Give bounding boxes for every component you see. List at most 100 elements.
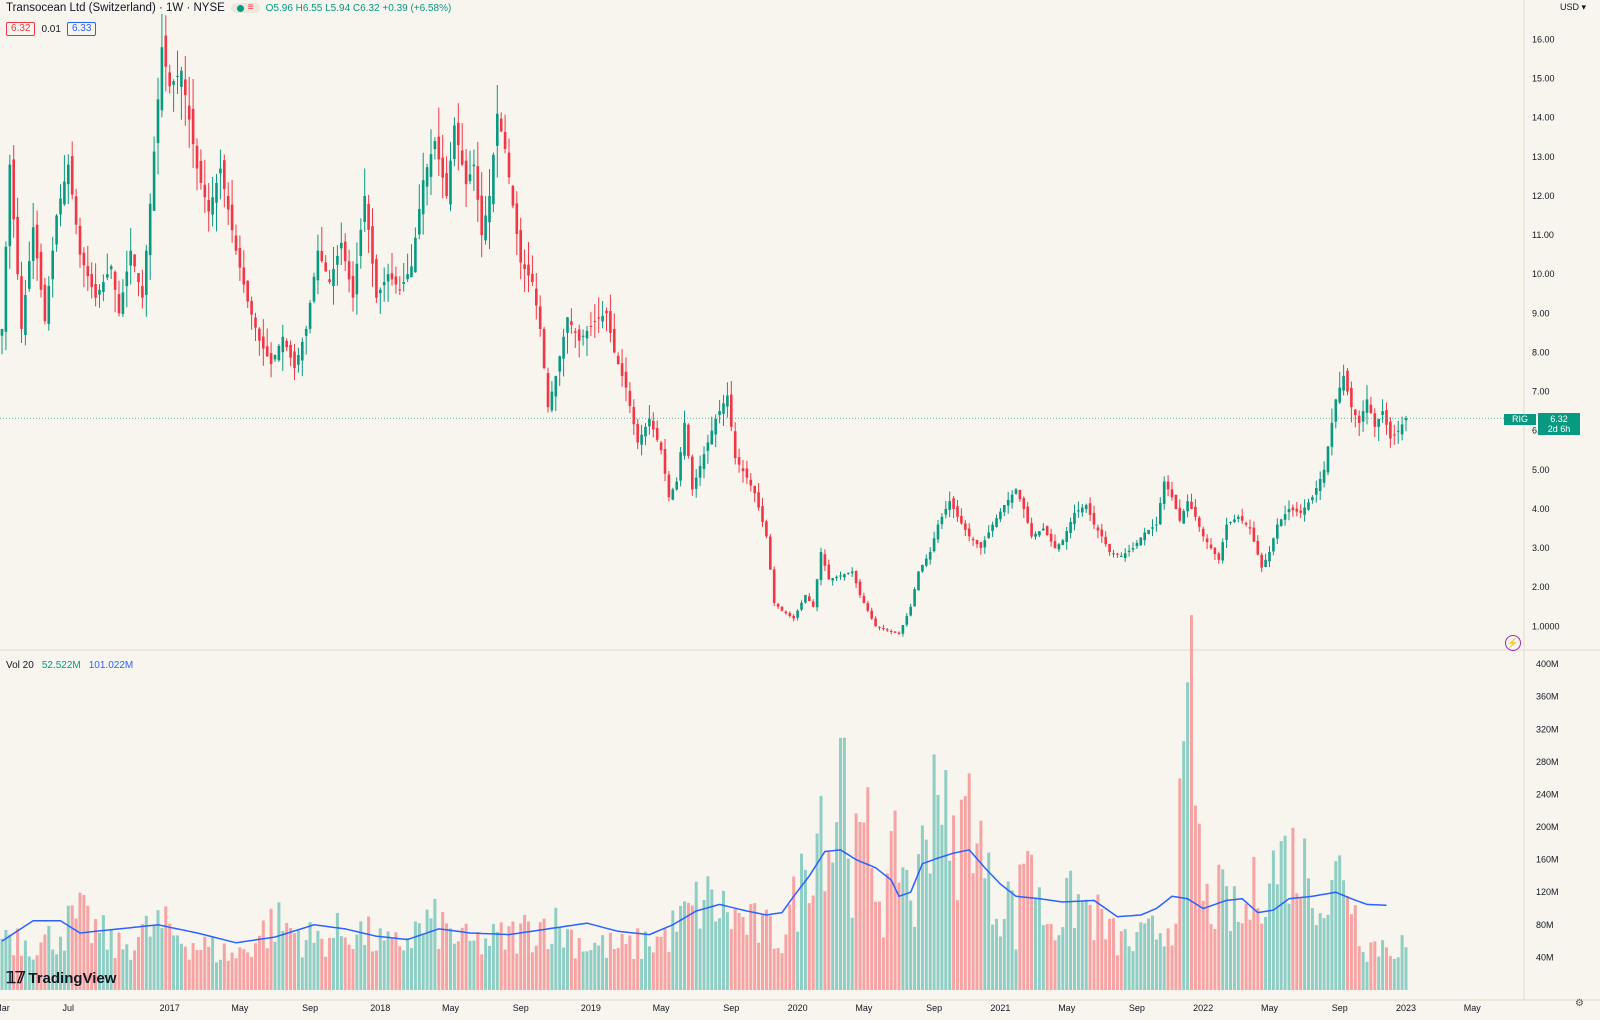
volume-bar xyxy=(1388,956,1392,990)
candle-body xyxy=(589,325,593,327)
candle-body xyxy=(238,247,242,268)
symbol-legend[interactable]: Transocean Ltd (Switzerland) · 1W · NYSE… xyxy=(6,2,451,14)
candle-body xyxy=(753,485,756,494)
candle-body xyxy=(628,390,632,406)
settings-gear-icon[interactable]: ⚙ xyxy=(1575,998,1584,1009)
volume-bar xyxy=(534,945,538,990)
candle-body xyxy=(893,631,897,633)
bid-price[interactable]: 6.32 xyxy=(6,22,36,36)
volume-bar xyxy=(363,944,367,990)
volume-bar xyxy=(807,903,811,990)
candle-body xyxy=(1365,399,1369,413)
candle-body xyxy=(94,284,97,298)
volume-bar xyxy=(199,950,203,990)
volume-bar xyxy=(1014,949,1018,990)
volume-bar xyxy=(172,935,176,990)
candle-body xyxy=(1112,553,1115,555)
candle-body xyxy=(480,195,483,236)
volume-tick-label: 240M xyxy=(1536,789,1559,799)
candle-body xyxy=(191,108,195,145)
volume-bar xyxy=(1119,931,1123,990)
volume-bar xyxy=(593,942,597,990)
volume-bar xyxy=(1299,897,1303,990)
volume-bar xyxy=(86,905,90,990)
volume-bar xyxy=(218,959,222,990)
volume-bar xyxy=(464,923,468,990)
time-tick-label: Mar xyxy=(0,1003,10,1013)
candle-body xyxy=(679,452,682,481)
volume-bar xyxy=(1338,855,1342,990)
ask-price[interactable]: 6.33 xyxy=(66,22,97,36)
last-price: 6.32 xyxy=(1550,414,1568,424)
candle-body xyxy=(1268,552,1271,562)
legend-controls[interactable]: ≡ xyxy=(230,2,260,13)
candle-body xyxy=(421,180,425,215)
volume-bar xyxy=(1326,914,1330,990)
candle-body xyxy=(1326,446,1330,473)
candle-body xyxy=(1170,489,1174,498)
volume-bar xyxy=(585,951,589,990)
candle-body xyxy=(1272,538,1275,552)
volume-bar xyxy=(577,937,581,990)
candle-body xyxy=(878,626,881,628)
volume-bar xyxy=(558,927,562,990)
volume-bar xyxy=(690,905,694,990)
candle-body xyxy=(1377,418,1380,427)
volume-bar xyxy=(66,905,70,990)
candle-body xyxy=(991,524,994,532)
candle-body xyxy=(535,288,538,306)
candle-body xyxy=(117,294,121,314)
tradingview-logo[interactable]: 𝟙𝟟 TradingView xyxy=(6,968,116,988)
candle-body xyxy=(956,506,959,517)
candle-body xyxy=(273,355,277,360)
time-tick-label: 2020 xyxy=(788,1003,808,1013)
currency-selector[interactable]: USD ▾ xyxy=(1559,2,1586,12)
candle-body xyxy=(659,442,663,451)
volume-bar xyxy=(928,873,932,990)
candle-body xyxy=(1303,507,1306,515)
volume-bar xyxy=(1190,615,1193,990)
candle-body xyxy=(866,603,870,611)
volume-bar xyxy=(663,928,667,990)
price-tick-label: 3.00 xyxy=(1532,543,1550,553)
candle-body xyxy=(1088,503,1092,515)
candle-body xyxy=(765,521,768,537)
volume-bar xyxy=(706,876,710,990)
volume-bar xyxy=(191,943,195,990)
volume-bar xyxy=(932,754,936,990)
candle-body xyxy=(1061,540,1065,546)
candle-body xyxy=(449,160,452,205)
candle-body xyxy=(570,321,573,326)
volume-bar xyxy=(870,867,874,990)
candle-body xyxy=(1057,544,1061,550)
equals-menu-icon[interactable]: ≡ xyxy=(247,2,254,13)
candle-body xyxy=(1252,527,1256,542)
volume-bar xyxy=(4,929,8,990)
volume-bar xyxy=(827,852,831,990)
volume-bar xyxy=(1330,880,1334,990)
lightning-icon[interactable]: ⚡ xyxy=(1505,635,1521,651)
volume-bar xyxy=(425,909,429,990)
volume-bar xyxy=(129,959,133,990)
candle-body xyxy=(1287,508,1291,513)
volume-bar xyxy=(862,822,866,990)
symbol-title[interactable]: Transocean Ltd (Switzerland) · 1W · NYSE xyxy=(6,2,225,14)
volume-bar xyxy=(0,938,4,990)
candle-body xyxy=(168,72,171,87)
volume-bar xyxy=(491,923,495,990)
candle-body xyxy=(301,342,304,361)
candle-body xyxy=(386,274,390,282)
candle-body xyxy=(211,197,214,215)
volume-bar xyxy=(1006,881,1010,990)
volume-bar xyxy=(632,958,636,990)
volume-bar xyxy=(511,921,515,990)
volume-legend[interactable]: Vol 20 52.522M 101.022M xyxy=(6,660,133,671)
volume-bar xyxy=(254,943,257,990)
candle-body xyxy=(1038,531,1041,536)
volume-bar xyxy=(550,943,554,990)
candle-body xyxy=(1404,418,1408,421)
candle-body xyxy=(90,274,93,287)
volume-bar xyxy=(842,737,846,990)
